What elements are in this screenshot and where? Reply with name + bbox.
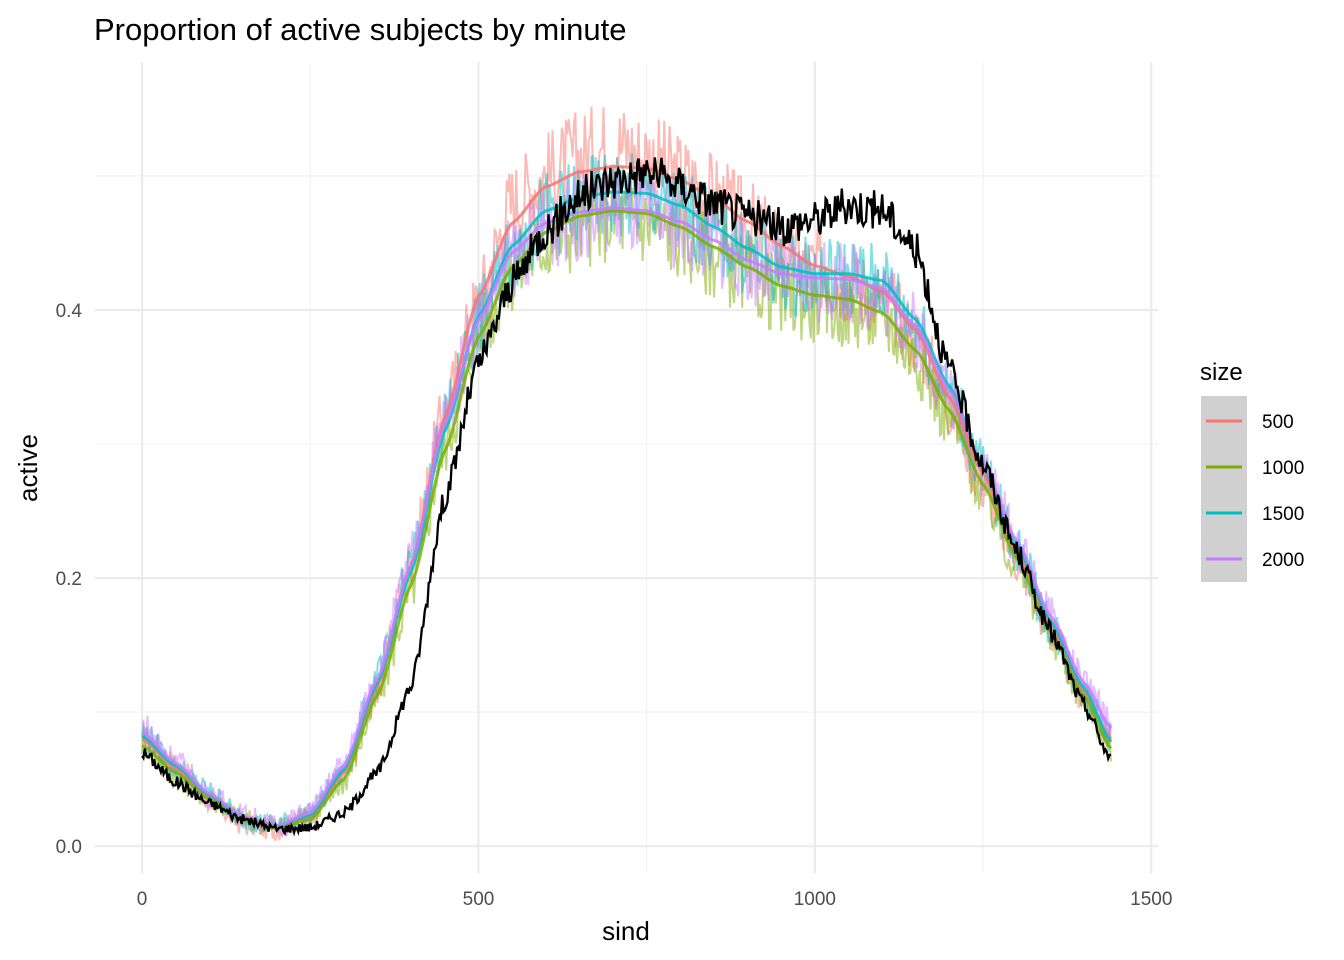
legend-label-1500: 1500: [1262, 504, 1304, 525]
y-axis-title: active: [13, 434, 43, 502]
x-axis-ticks: 0 500 1000 1500: [137, 889, 1173, 910]
legend-label-2000: 2000: [1262, 550, 1304, 571]
smooth-series-line-1500: [141, 190, 1113, 828]
legend-label-500: 500: [1262, 412, 1294, 433]
x-tick-label: 500: [463, 889, 495, 910]
smooth-series-line-1000: [141, 209, 1113, 831]
y-tick-label: 0.0: [56, 837, 82, 858]
chart-title: Proportion of active subjects by minute: [94, 12, 626, 47]
y-tick-label: 0.2: [56, 569, 82, 590]
x-tick-label: 0: [137, 889, 148, 910]
legend-key-background: [1201, 396, 1247, 582]
smooth-series-line-500: [141, 165, 1113, 829]
raw-series-line-1500: [141, 153, 1112, 836]
legend: size 500 1000 1500 2000: [1200, 359, 1304, 582]
smooth-series-layer: [141, 157, 1113, 837]
y-axis-ticks: 0.0 0.2 0.4: [56, 301, 83, 858]
grid: [95, 62, 1158, 873]
observed-series-line: [141, 157, 1112, 837]
legend-title: size: [1200, 359, 1243, 386]
raw-series-layer: [141, 106, 1112, 842]
y-tick-label: 0.4: [56, 301, 83, 322]
legend-label-1000: 1000: [1262, 458, 1304, 479]
raw-series-line-2000: [141, 170, 1112, 839]
x-axis-title: sind: [602, 916, 650, 946]
raw-series-line-1000: [141, 177, 1112, 835]
x-tick-label: 1500: [1130, 889, 1172, 910]
smooth-series-line-2000: [141, 206, 1112, 828]
x-tick-label: 1000: [794, 889, 836, 910]
